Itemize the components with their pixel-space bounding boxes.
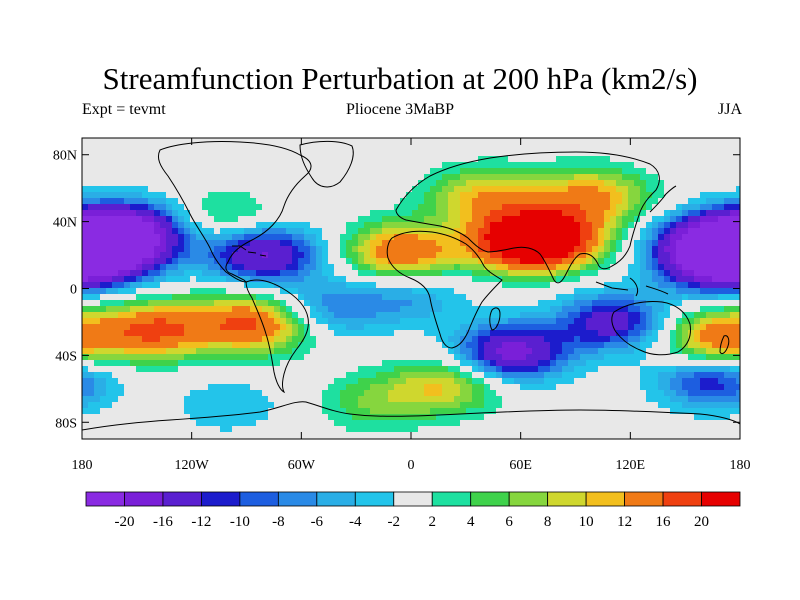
colorbar-label: 12 [617, 514, 632, 530]
coast-australia [611, 301, 691, 356]
colorbar-label: -10 [230, 514, 250, 530]
colorbar-label: -20 [114, 514, 134, 530]
lon-tick-label: 60W [288, 458, 316, 473]
lat-tick-label: 0 [70, 283, 77, 298]
coast-indonesia [595, 277, 669, 297]
coast-madagascar [489, 307, 501, 331]
colorbar-swatch [585, 491, 625, 507]
colorbar-swatch [354, 491, 395, 507]
lon-tick-label: 180 [72, 458, 93, 473]
coastlines [82, 140, 740, 431]
lon-tick-label: 0 [408, 458, 415, 473]
colorbar-label: -8 [272, 514, 285, 530]
map-axes: 80N 40N 0 40S 80S 180 120W 60W 0 60E 120E 180 [53, 138, 751, 473]
season-label: JJA [717, 101, 742, 118]
colorbar-swatch [470, 491, 510, 507]
experiment-label: Expt = tevmt [82, 101, 166, 118]
coast-greenland [299, 140, 354, 188]
map-title: Streamfunction Perturbation at 200 hPa (… [102, 61, 698, 96]
colorbar-swatch [124, 491, 164, 507]
coast-antarctica [82, 401, 740, 431]
contour-field [82, 138, 740, 439]
coast-new-zealand [719, 335, 730, 355]
lat-tick-label: 40S [55, 349, 77, 364]
colorbar-label: 16 [656, 514, 672, 530]
colorbar-swatch [701, 491, 741, 507]
lat-tick-label: 80S [55, 416, 77, 431]
lon-tick-label: 120E [616, 458, 646, 473]
coast-eurasia [395, 151, 660, 284]
coast-south-america [245, 279, 309, 394]
colorbar-swatch [431, 491, 472, 507]
lat-tick-label: 80N [53, 149, 77, 164]
colorbar-label: -16 [153, 514, 173, 530]
colorbar-label: 2 [428, 514, 436, 530]
colorbar-swatch [508, 491, 549, 507]
colorbar-label: 10 [579, 514, 594, 530]
colorbar-swatch [277, 491, 318, 507]
coast-north-america [157, 140, 312, 283]
colorbar-label: 20 [694, 514, 709, 530]
coast-caribbean [232, 245, 267, 257]
colorbar-swatch [547, 491, 587, 507]
colorbar-swatch [239, 491, 279, 507]
colorbar-label: -12 [191, 514, 211, 530]
lon-tick-label: 180 [730, 458, 751, 473]
coast-africa [386, 230, 503, 349]
lon-tick-label: 60E [509, 458, 532, 473]
colorbar-label: -6 [311, 514, 324, 530]
colorbar-swatch [85, 491, 125, 507]
colorbar-swatch [316, 491, 356, 507]
colorbar-swatch [662, 491, 702, 507]
colorbar-swatch [162, 491, 202, 507]
colorbar-label: -2 [388, 514, 401, 530]
colorbar-label: 8 [544, 514, 552, 530]
colorbar-label: -4 [349, 514, 362, 530]
lat-tick-label: 40N [53, 216, 77, 231]
period-label: Pliocene 3MaBP [346, 101, 454, 118]
lon-tick-label: 120W [175, 458, 210, 473]
colorbar-label: 4 [467, 514, 475, 530]
colorbar-label: 6 [505, 514, 513, 530]
colorbar-swatch [393, 491, 433, 507]
colorbar-swatch [201, 491, 241, 507]
colorbar: -20 -16 -12 -10 -8 -6 -4 -2 2 4 6 8 10 12 16 20 [85, 491, 741, 530]
coast-japan [649, 185, 677, 213]
colorbar-swatch [624, 491, 664, 507]
